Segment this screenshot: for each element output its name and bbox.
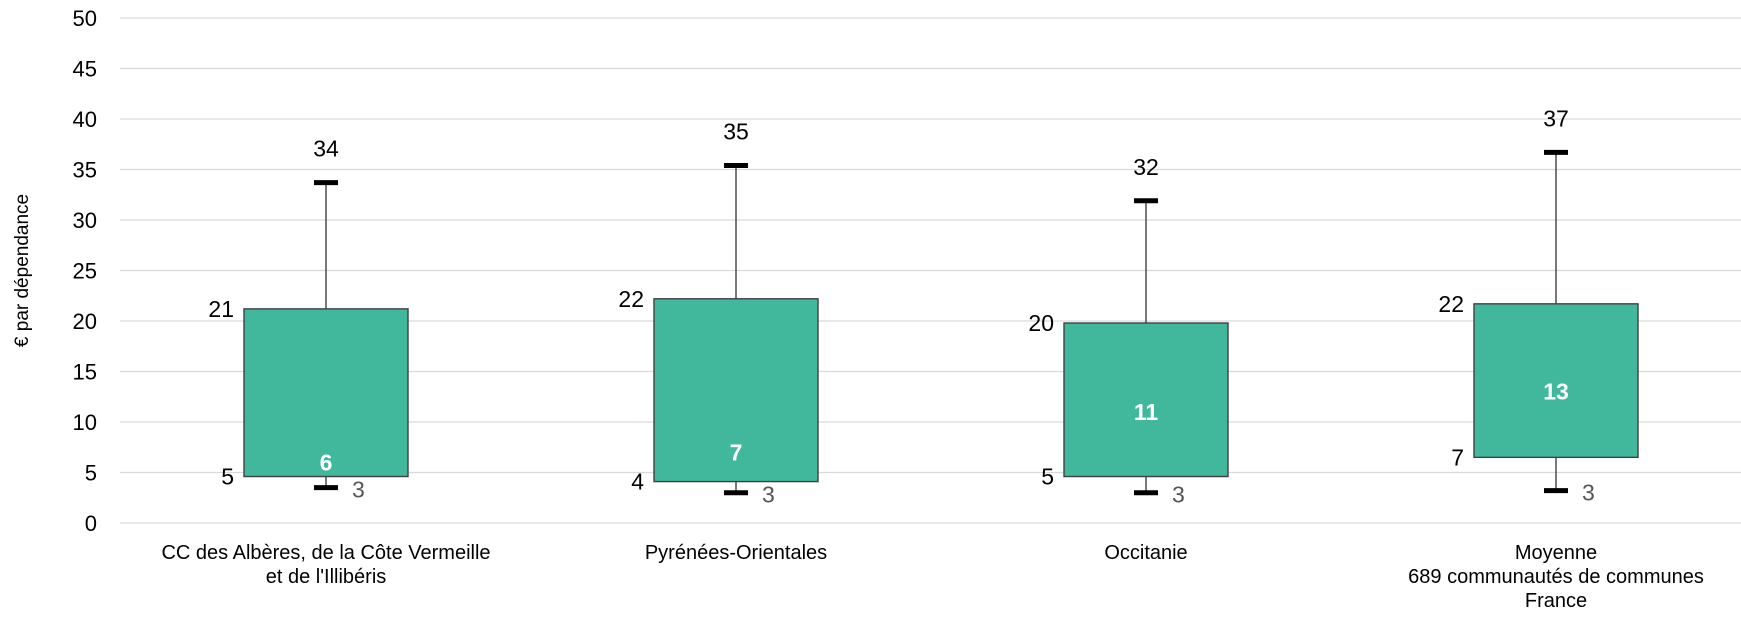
category-label: Occitanie bbox=[1104, 542, 1187, 564]
category-label: Pyrénées-Orientales bbox=[645, 542, 827, 564]
box bbox=[243, 308, 409, 478]
q3-label: 21 bbox=[208, 296, 234, 322]
box bbox=[653, 298, 819, 483]
y-tick-label: 50 bbox=[73, 6, 97, 31]
q1-label: 7 bbox=[1451, 444, 1464, 470]
q1-label: 5 bbox=[1041, 464, 1054, 490]
y-axis-title: € par dépendance bbox=[12, 194, 33, 347]
q3-label: 20 bbox=[1028, 310, 1054, 336]
y-tick-label: 5 bbox=[85, 461, 97, 486]
box-group: 34 21 5 36 bbox=[208, 136, 409, 503]
y-tick-label: 25 bbox=[73, 259, 97, 284]
min-label: 3 bbox=[762, 482, 775, 508]
category-label: et de l'Illibéris bbox=[266, 566, 387, 588]
y-tick-label: 0 bbox=[85, 511, 97, 536]
max-label: 32 bbox=[1133, 154, 1159, 180]
box bbox=[1063, 322, 1229, 478]
max-label: 35 bbox=[723, 118, 749, 144]
y-axis: 0 5 10 15 20 25 30 35 40 45 50 bbox=[73, 6, 97, 536]
y-tick-label: 30 bbox=[73, 208, 97, 233]
median-label: 11 bbox=[1134, 399, 1159, 425]
median-label: 7 bbox=[730, 439, 743, 465]
q1-label: 5 bbox=[221, 464, 234, 490]
y-tick-label: 20 bbox=[73, 309, 97, 334]
box bbox=[1473, 303, 1639, 459]
y-tick-label: 15 bbox=[73, 360, 97, 385]
min-label: 3 bbox=[1172, 482, 1185, 508]
y-tick-label: 10 bbox=[73, 410, 97, 435]
category-label: 689 communautés de communes bbox=[1408, 566, 1704, 588]
box-group: 37 22 7 3 13 bbox=[1438, 105, 1639, 506]
median-label: 13 bbox=[1543, 379, 1569, 405]
box-group: 35 22 4 37 bbox=[618, 118, 819, 508]
q1-label: 4 bbox=[631, 469, 644, 495]
category-label: CC des Albères, de la Côte Vermeille bbox=[161, 542, 490, 564]
max-label: 37 bbox=[1543, 105, 1569, 131]
y-tick-label: 35 bbox=[73, 158, 97, 183]
q3-label: 22 bbox=[618, 286, 644, 312]
category-label: France bbox=[1525, 590, 1587, 612]
min-label: 3 bbox=[352, 477, 365, 503]
box-group: 32 20 5 3 11 bbox=[1028, 154, 1229, 508]
category-label: Moyenne bbox=[1515, 542, 1597, 564]
q3-label: 22 bbox=[1438, 291, 1464, 317]
y-tick-label: 45 bbox=[73, 57, 97, 82]
median-label: 6 bbox=[320, 449, 333, 475]
y-tick-label: 40 bbox=[73, 107, 97, 132]
max-label: 34 bbox=[313, 136, 339, 162]
min-label: 3 bbox=[1582, 480, 1595, 506]
